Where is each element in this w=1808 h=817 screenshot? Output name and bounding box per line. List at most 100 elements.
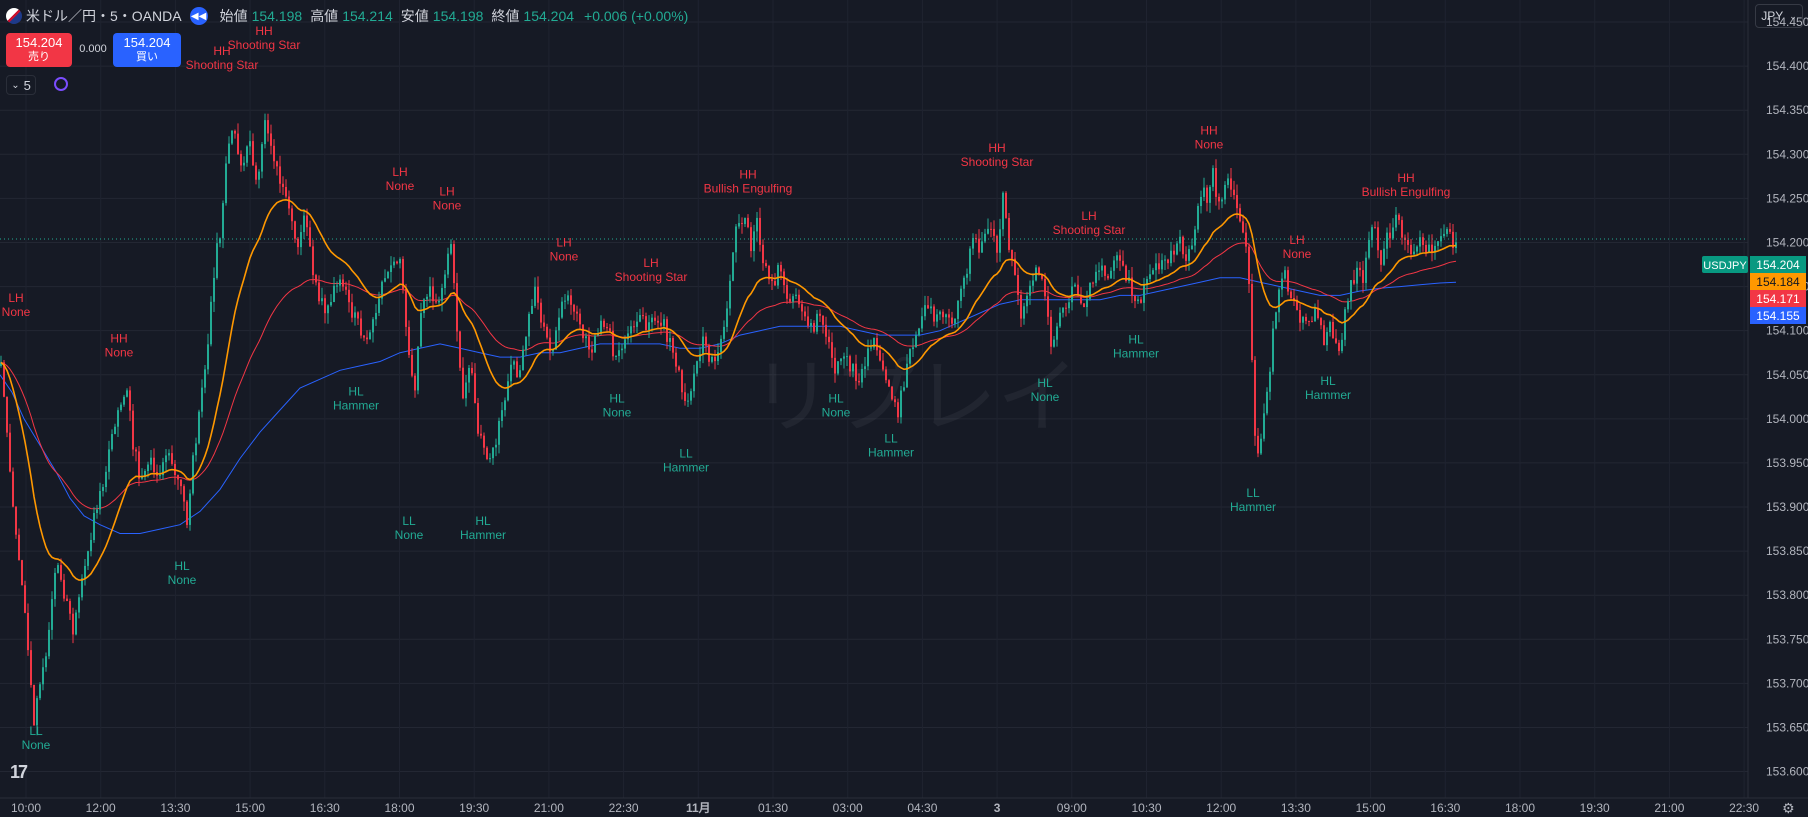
- candle-body: [612, 330, 614, 357]
- candle-body: [840, 358, 842, 362]
- price-tick-label: 154.450: [1766, 15, 1808, 29]
- candle-body: [117, 410, 119, 427]
- candle-body: [408, 326, 410, 355]
- candle-body: [150, 457, 152, 465]
- candle-body: [792, 296, 794, 302]
- candle-body: [1011, 249, 1013, 259]
- candle-body: [1008, 217, 1010, 250]
- pattern-label: Hammer: [460, 528, 506, 542]
- candle-body: [39, 684, 41, 699]
- sync-icon[interactable]: [54, 77, 68, 91]
- candle-body: [1092, 282, 1094, 284]
- sell-button[interactable]: 154.204 売り: [6, 33, 72, 67]
- candle-body: [1050, 316, 1052, 347]
- candle-body: [519, 370, 521, 377]
- candle-body: [750, 227, 752, 252]
- replay-icon[interactable]: ◀◀: [189, 7, 208, 25]
- candle-body: [849, 356, 851, 372]
- candle-body: [1029, 285, 1031, 296]
- candle-body: [1164, 259, 1166, 261]
- candle-body: [1428, 244, 1430, 253]
- symbol-title[interactable]: 米ドル／円・5・OANDA: [26, 8, 182, 24]
- candle-body: [105, 471, 107, 488]
- currency-selector[interactable]: JPY ⌄: [1755, 4, 1803, 28]
- candle-body: [243, 162, 245, 166]
- pattern-label: HL: [475, 514, 491, 528]
- candle-body: [339, 279, 341, 286]
- candle-body: [48, 629, 50, 657]
- candle-body: [1407, 240, 1409, 245]
- pattern-label: LL: [402, 514, 416, 528]
- time-tick-label: 04:30: [907, 801, 937, 815]
- candle-body: [291, 208, 293, 222]
- candle-body: [615, 355, 617, 357]
- usd-jpy-flag-icon: [6, 8, 22, 24]
- sell-price: 154.204: [15, 35, 63, 50]
- time-tick-label: 21:00: [1654, 801, 1684, 815]
- candle-body: [6, 396, 8, 433]
- candle-body: [1227, 178, 1229, 185]
- candle-body: [213, 277, 215, 302]
- candle-body: [1233, 189, 1235, 196]
- candle-body: [111, 434, 113, 450]
- candle-body: [648, 322, 650, 331]
- candle-body: [351, 302, 353, 318]
- buy-button[interactable]: 154.204 買い: [113, 33, 181, 67]
- candle-body: [789, 298, 791, 302]
- candle-body: [1365, 257, 1367, 283]
- candle-body: [1404, 237, 1406, 241]
- gear-icon[interactable]: ⚙: [1782, 800, 1795, 816]
- candle-body: [402, 259, 404, 290]
- candle-body: [870, 347, 872, 349]
- interval-toggle[interactable]: ⌄ 5: [6, 75, 36, 95]
- chart-grid: [0, 0, 1748, 798]
- candle-body: [1161, 260, 1163, 270]
- candle-body: [327, 305, 329, 314]
- pattern-label: LH: [1081, 209, 1096, 223]
- candle-body: [552, 349, 554, 352]
- pattern-label: Shooting Star: [1053, 223, 1126, 237]
- candle-body: [1362, 270, 1364, 283]
- price-tag-bg: [1750, 307, 1806, 324]
- candle-body: [1416, 246, 1418, 252]
- candle-body: [1356, 267, 1358, 284]
- candle-body: [1020, 294, 1022, 319]
- candle-body: [36, 698, 38, 726]
- candle-body: [918, 328, 920, 336]
- candle-body: [1113, 260, 1115, 271]
- candle-body: [1101, 265, 1103, 271]
- candle-body: [603, 320, 605, 327]
- candle-body: [495, 444, 497, 448]
- candle-body: [531, 305, 533, 314]
- price-tick-label: 153.650: [1766, 720, 1808, 734]
- candle-body: [1134, 296, 1136, 302]
- candle-body: [1179, 236, 1181, 244]
- candle-body: [1125, 265, 1127, 281]
- candle-body: [795, 294, 797, 297]
- candle-body: [462, 367, 464, 399]
- candle-body: [819, 313, 821, 316]
- candle-body: [225, 163, 227, 204]
- candle-body: [255, 165, 257, 180]
- tradingview-logo[interactable]: 17: [10, 762, 28, 782]
- candle-body: [90, 539, 92, 552]
- candle-body: [1185, 254, 1187, 261]
- candle-body: [333, 285, 335, 303]
- candle-body: [720, 338, 722, 353]
- candle-body: [867, 348, 869, 367]
- price-tag-value: 154.204: [1756, 258, 1800, 272]
- candle-body: [984, 233, 986, 242]
- candle-body: [801, 304, 803, 312]
- candle-body: [318, 282, 320, 302]
- pattern-label: HH: [1397, 171, 1414, 185]
- candle-body: [537, 286, 539, 303]
- candle-body: [330, 302, 332, 306]
- pattern-label: None: [550, 250, 579, 264]
- candle-body: [1083, 303, 1085, 308]
- candle-body: [1059, 312, 1061, 327]
- candle-body: [1155, 263, 1157, 271]
- candle-body: [30, 650, 32, 685]
- candle-body: [1173, 250, 1175, 255]
- candle-body: [129, 390, 131, 411]
